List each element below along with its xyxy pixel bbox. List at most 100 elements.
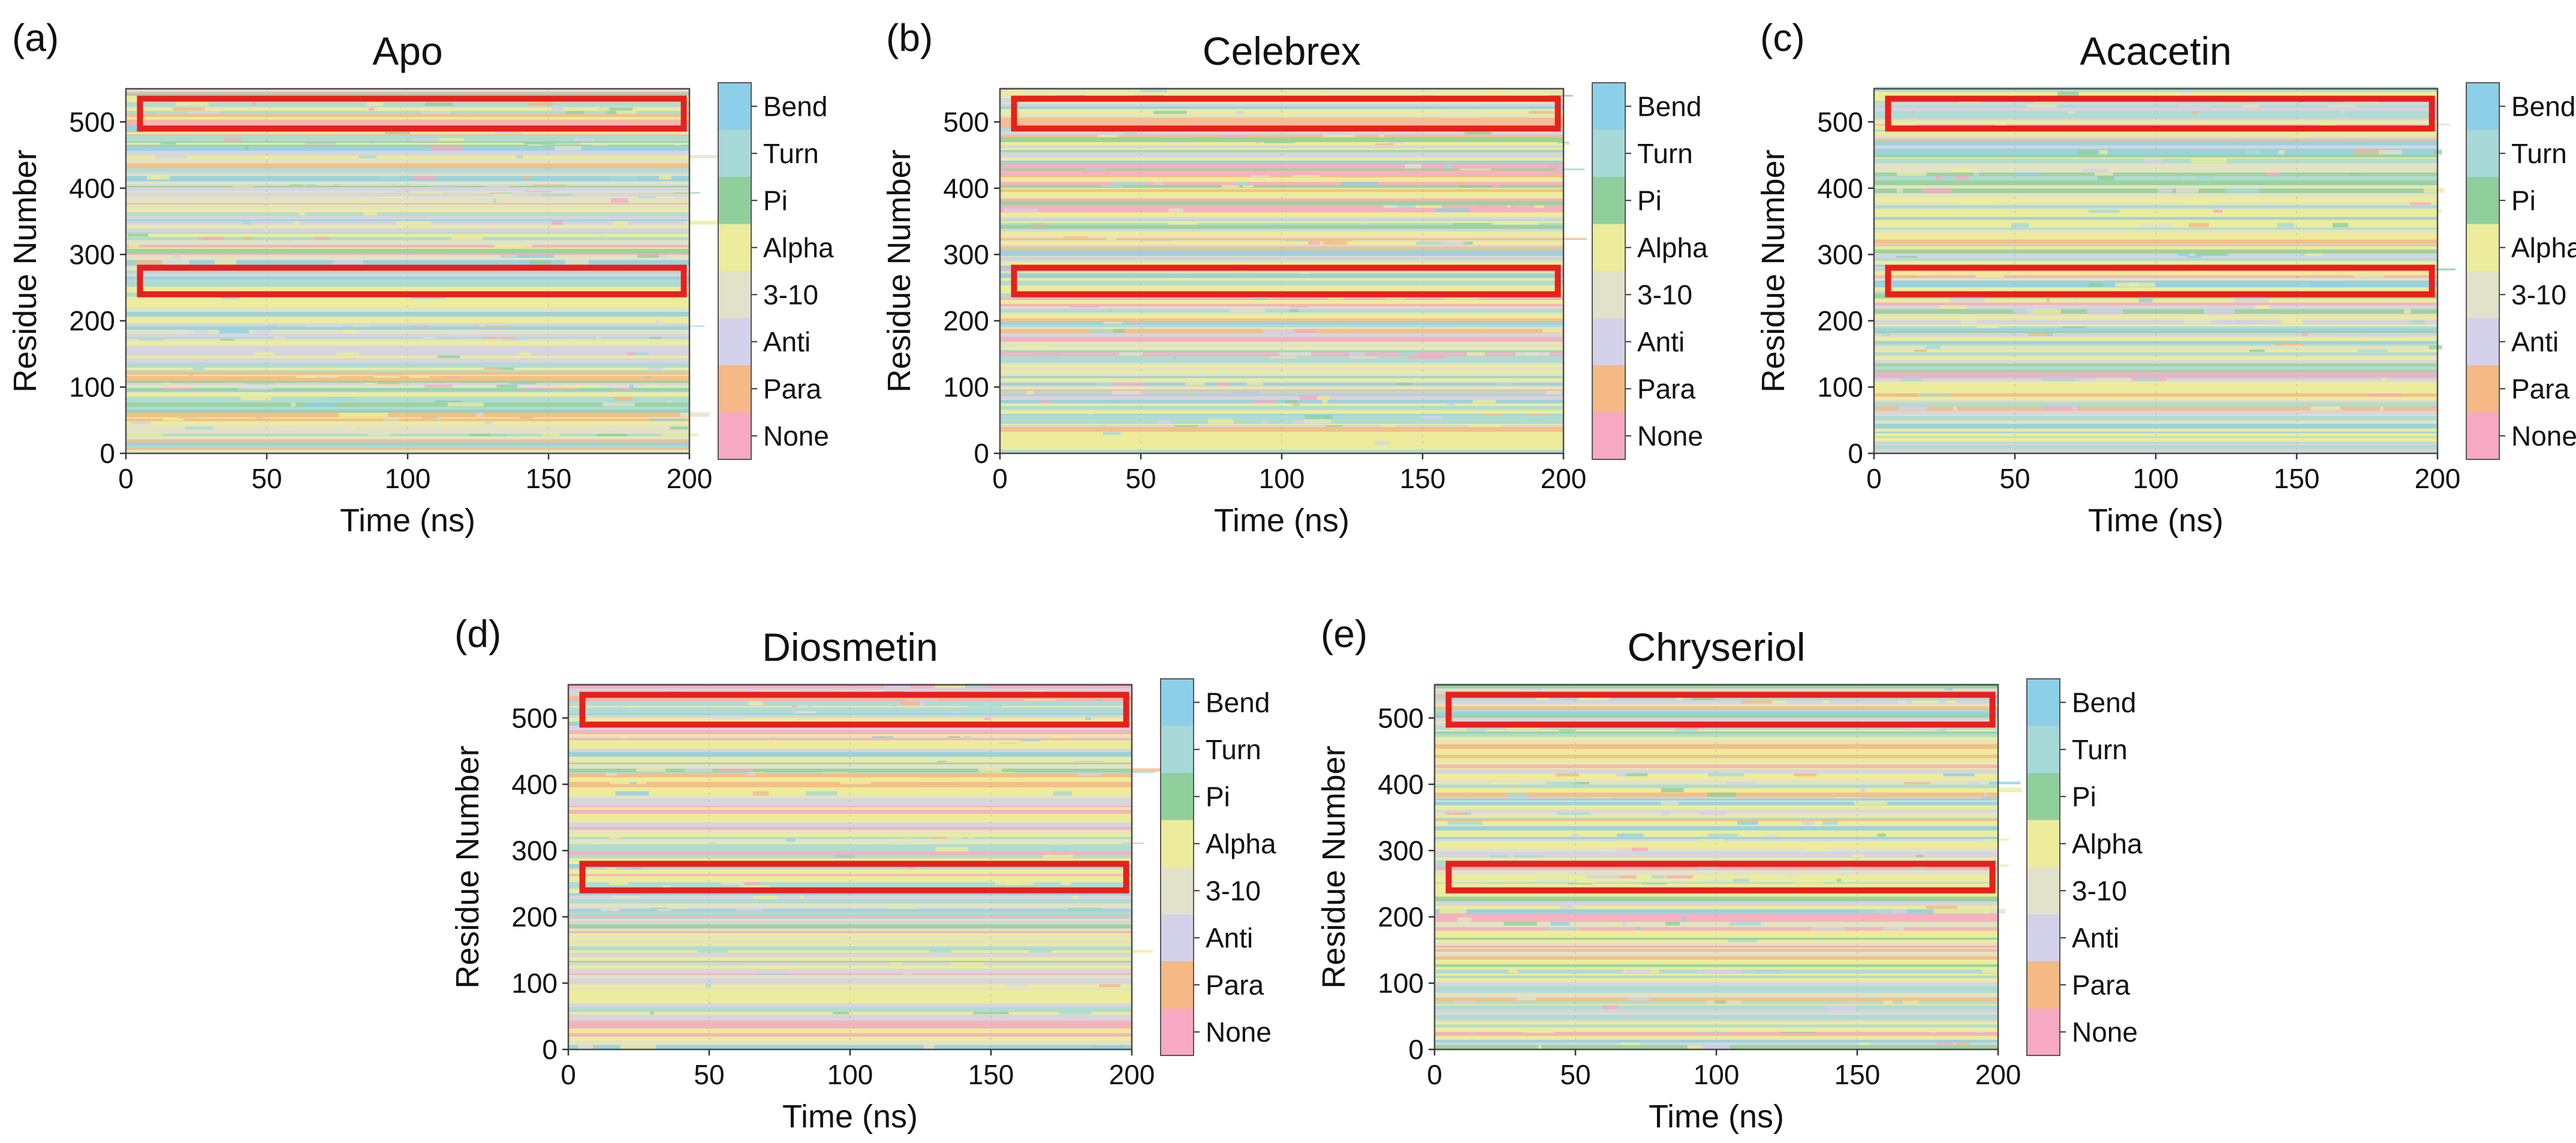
legend-swatch-anti — [1161, 914, 1194, 962]
x-tick-label: 0 — [992, 463, 1008, 494]
x-tick-label: 0 — [118, 463, 134, 494]
highlight-box-2 — [579, 861, 1129, 894]
legend-label: 3-10 — [1206, 875, 1261, 906]
legend-swatch-bend — [2466, 83, 2499, 130]
y-tick-label: 200 — [1817, 305, 1863, 336]
legend-label: Anti — [2072, 922, 2119, 953]
legend-swatch-3-10 — [2027, 867, 2060, 915]
highlight-box-2 — [1011, 264, 1561, 297]
x-tick-label: 200 — [667, 463, 713, 494]
legend-label: Bend — [1637, 91, 1701, 122]
chart-title: Diosmetin — [762, 625, 938, 669]
y-tick-label: 0 — [100, 438, 115, 469]
legend-swatch-pi — [718, 177, 751, 224]
x-axis-label: Time (ns) — [1649, 1099, 1784, 1135]
legend-swatch-turn — [1161, 726, 1194, 774]
legend: Bend Turn Pi Alpha 3-10 Anti Para None — [718, 82, 834, 460]
legend-label: 3-10 — [2072, 875, 2127, 906]
legend-swatch-turn — [2466, 130, 2499, 178]
legend-label: Pi — [1206, 781, 1230, 812]
y-tick-label: 300 — [943, 239, 989, 270]
x-tick-label: 200 — [1109, 1059, 1155, 1090]
x-tick-label: 150 — [1400, 463, 1446, 494]
legend-label: Bend — [2511, 91, 2575, 122]
highlight-box-2 — [137, 264, 687, 297]
x-tick-label: 150 — [968, 1059, 1014, 1090]
x-tick-label: 50 — [1560, 1059, 1590, 1090]
x-tick-label: 200 — [1541, 463, 1587, 494]
panel-label: (c) — [1760, 16, 1805, 59]
panel-apo: (a) Apo 0 50 100 150 200 0 100 200 300 400 500 Time (… — [7, 16, 834, 539]
legend-label: Alpha — [1206, 828, 1276, 859]
y-tick-label: 0 — [974, 438, 989, 469]
legend-swatch-anti — [718, 318, 751, 366]
y-tick-label: 0 — [1408, 1034, 1424, 1065]
legend-label: Alpha — [2072, 828, 2143, 859]
legend-swatch-turn — [2027, 726, 2060, 774]
legend-swatch-pi — [1161, 773, 1194, 820]
legend-label: Alpha — [763, 232, 834, 263]
legend-swatch-3-10 — [2466, 271, 2499, 318]
x-tick-label: 100 — [385, 463, 431, 494]
highlight-box-1 — [1885, 95, 2435, 132]
legend: Bend Turn Pi Alpha 3-10 Anti Para None — [1592, 82, 1708, 460]
legend-swatch-anti — [2466, 318, 2499, 366]
legend-label: Anti — [1206, 922, 1253, 953]
legend-label: Alpha — [2511, 232, 2576, 263]
panel-chryseriol: (e) Chryseriol 0 50 100 150 200 0 100 200 300 400 50… — [1316, 612, 2143, 1135]
y-axis-label: Residue Number — [450, 745, 486, 988]
highlight-box-1 — [137, 95, 687, 132]
panel-label: (d) — [454, 612, 501, 655]
legend-swatch-alpha — [1161, 820, 1194, 868]
y-tick-label: 0 — [1848, 438, 1863, 469]
legend-swatch-3-10 — [1592, 271, 1625, 318]
x-tick-label: 200 — [2415, 463, 2461, 494]
legend-swatch-alpha — [2027, 820, 2060, 868]
y-tick-label: 100 — [1817, 371, 1863, 402]
panel-acacetin: (c) Acacetin 0 50 100 150 200 0 100 200 300 400 500 T… — [1755, 16, 2576, 539]
y-axis-label: Residue Number — [7, 149, 43, 392]
y-tick-label: 300 — [1378, 835, 1424, 866]
x-tick-label: 200 — [1975, 1059, 2021, 1090]
legend-label: None — [1206, 1016, 1272, 1048]
x-tick-label: 100 — [1694, 1059, 1740, 1090]
legend-swatch-none — [2027, 1008, 2060, 1056]
x-axis-label: Time (ns) — [2088, 503, 2224, 539]
y-axis-label: Residue Number — [1755, 149, 1791, 392]
legend-label: None — [2511, 420, 2576, 452]
y-tick-label: 200 — [511, 901, 558, 933]
legend-label: Anti — [2511, 326, 2559, 357]
y-axis-label: Residue Number — [1316, 745, 1352, 988]
legend-label: None — [1637, 420, 1703, 452]
legend-swatch-turn — [1592, 130, 1625, 178]
panel-celebrex: (b) Celebrex 0 50 100 150 200 0 100 200 300 400 500 T… — [881, 16, 1708, 539]
legend-swatch-none — [2466, 412, 2499, 460]
y-tick-label: 200 — [1378, 901, 1424, 933]
legend-label: Para — [763, 373, 822, 404]
legend-swatch-alpha — [1592, 224, 1625, 272]
y-tick-label: 100 — [511, 967, 558, 998]
legend-swatch-pi — [2027, 773, 2060, 820]
legend-swatch-pi — [2466, 177, 2499, 224]
y-tick-label: 500 — [69, 106, 115, 137]
x-tick-label: 100 — [1259, 463, 1305, 494]
highlight-box-2 — [1885, 264, 2435, 297]
panel-diosmetin: (d) Diosmetin 0 50 100 150 200 0 100 200 300 400 500… — [450, 612, 1276, 1135]
legend-label: Pi — [763, 185, 788, 216]
x-tick-label: 0 — [561, 1059, 576, 1090]
legend-label: Para — [1637, 373, 1696, 404]
legend-label: Para — [2072, 969, 2131, 1000]
y-tick-label: 100 — [69, 371, 115, 402]
legend-swatch-pi — [1592, 177, 1625, 224]
legend-swatch-para — [2466, 365, 2499, 413]
x-tick-label: 50 — [251, 463, 282, 494]
x-tick-label: 50 — [1125, 463, 1156, 494]
x-tick-label: 100 — [2133, 463, 2179, 494]
x-axis-label: Time (ns) — [340, 503, 475, 539]
legend-swatch-anti — [1592, 318, 1625, 366]
chart-title: Celebrex — [1203, 29, 1361, 73]
highlight-box-1 — [1445, 691, 1996, 728]
legend-swatch-none — [1161, 1008, 1194, 1056]
y-tick-label: 400 — [943, 173, 989, 204]
legend-label: Pi — [1637, 185, 1662, 216]
